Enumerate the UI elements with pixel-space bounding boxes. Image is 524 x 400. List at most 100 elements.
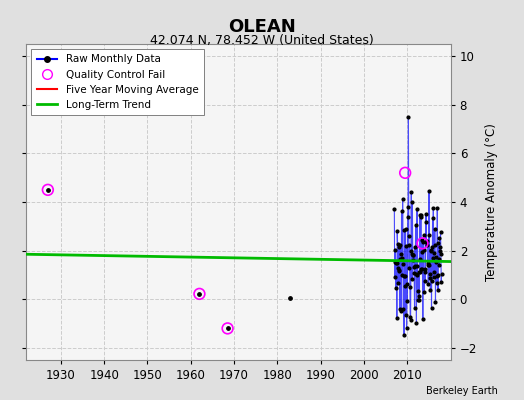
Point [397, 208, 406, 214]
Point [417, 266, 425, 273]
Point [419, 316, 427, 322]
Point [398, 196, 407, 202]
Point [436, 248, 444, 254]
Point [417, 214, 425, 220]
Point [428, 244, 436, 251]
Point [412, 271, 420, 278]
Point [430, 269, 438, 275]
Point [394, 279, 402, 286]
Point [433, 272, 442, 278]
Point [427, 248, 435, 254]
Point [401, 273, 409, 279]
Point [414, 293, 423, 299]
Point [396, 256, 405, 262]
Point [43, 187, 52, 193]
Point [413, 206, 421, 212]
Point [422, 238, 431, 245]
Point [413, 288, 422, 294]
Point [435, 244, 444, 250]
Point [395, 244, 403, 250]
Point [399, 306, 408, 312]
Point [438, 271, 446, 278]
Point [415, 297, 423, 303]
Point [195, 291, 204, 297]
Point [421, 269, 430, 276]
Point [391, 247, 400, 253]
Point [396, 306, 404, 312]
Point [411, 262, 419, 269]
Point [412, 263, 421, 269]
Point [418, 266, 427, 272]
Point [426, 287, 434, 293]
Point [431, 298, 440, 305]
Point [431, 226, 439, 233]
Point [401, 170, 409, 176]
Point [432, 273, 441, 280]
Point [429, 214, 437, 221]
Point [423, 260, 432, 266]
Point [419, 239, 428, 245]
Text: OLEAN: OLEAN [228, 18, 296, 36]
Point [404, 204, 412, 210]
Point [412, 320, 421, 326]
Point [420, 246, 428, 253]
Point [436, 229, 445, 236]
Point [407, 248, 415, 254]
Point [425, 188, 433, 194]
Point [431, 242, 439, 248]
Point [407, 316, 415, 323]
Point [434, 286, 442, 293]
Point [398, 255, 406, 261]
Point [430, 274, 438, 280]
Point [423, 242, 431, 249]
Point [409, 252, 417, 258]
Point [394, 265, 402, 271]
Point [395, 268, 403, 274]
Point [401, 283, 409, 290]
Point [410, 269, 418, 276]
Point [413, 272, 422, 278]
Point [397, 251, 405, 257]
Point [435, 262, 443, 268]
Point [425, 270, 434, 277]
Point [434, 256, 443, 262]
Point [410, 305, 419, 311]
Point [390, 274, 399, 281]
Point [392, 260, 401, 266]
Point [416, 256, 424, 262]
Point [432, 254, 440, 260]
Point [402, 243, 410, 249]
Point [405, 265, 413, 272]
Point [414, 269, 423, 276]
Point [286, 295, 294, 301]
Point [433, 204, 442, 211]
Point [425, 232, 433, 238]
Point [418, 236, 427, 243]
Point [410, 264, 418, 270]
Point [437, 279, 445, 286]
Point [436, 251, 445, 257]
Point [403, 298, 411, 304]
Point [399, 261, 407, 268]
Text: 42.074 N, 78.452 W (United States): 42.074 N, 78.452 W (United States) [150, 34, 374, 47]
Point [397, 308, 406, 314]
Point [411, 244, 419, 250]
Point [430, 250, 439, 256]
Point [418, 249, 426, 256]
Point [424, 261, 433, 268]
Point [416, 212, 424, 219]
Point [195, 291, 204, 297]
Point [43, 187, 52, 193]
Point [424, 281, 432, 287]
Point [421, 218, 430, 225]
Point [414, 297, 422, 304]
Point [403, 213, 412, 220]
Point [420, 266, 429, 272]
Point [392, 260, 400, 266]
Point [426, 274, 434, 281]
Point [394, 240, 402, 247]
Point [403, 280, 411, 287]
Point [432, 259, 440, 265]
Point [429, 255, 437, 261]
Point [418, 240, 427, 246]
